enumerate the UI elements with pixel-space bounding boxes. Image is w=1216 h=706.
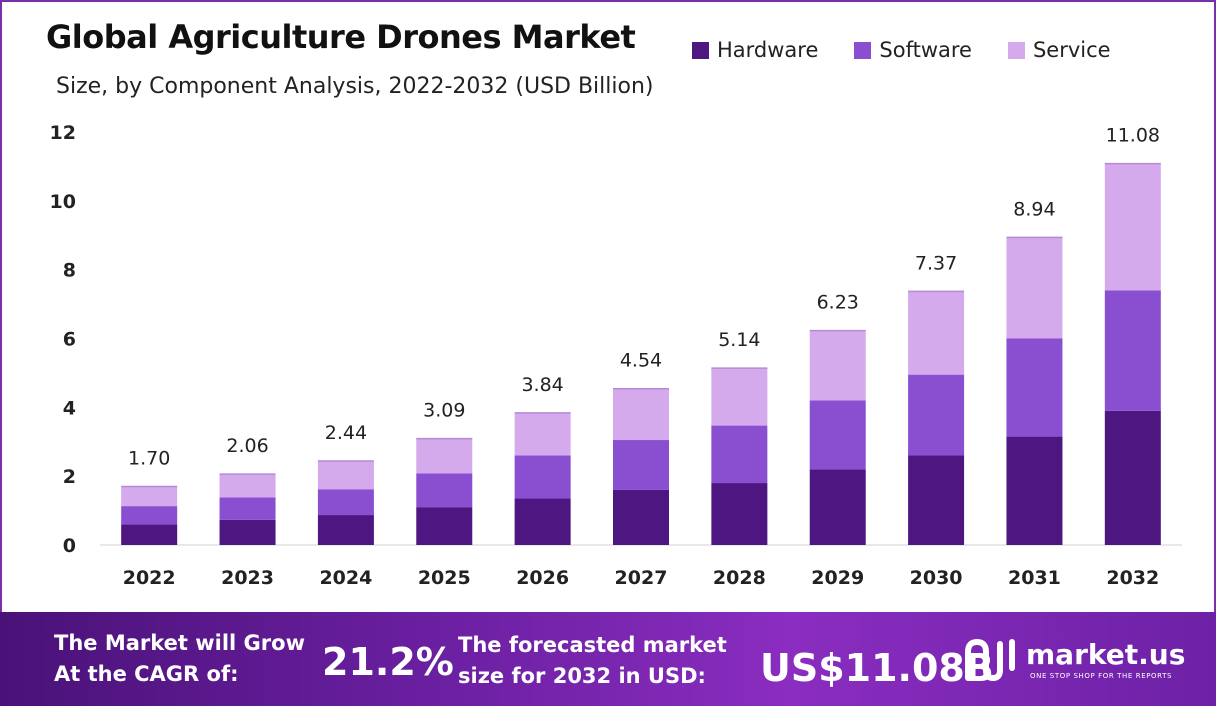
forecast-label: The forecasted market size for 2032 in US… [458,633,727,688]
y-tick-label: 8 [63,260,76,282]
x-tick-label: 2022 [123,567,176,589]
bar-segment-service [317,461,374,490]
brand-name: market.us [1026,638,1186,671]
bar-segment-hardware [1104,410,1161,545]
legend-swatch-software [854,41,872,59]
legend-label-service: Service [1032,38,1111,62]
forecast-value: US$11.08B [760,646,994,690]
cagr-value: 21.2% [322,640,454,684]
x-tick-label: 2026 [516,567,569,589]
bar-segment-software [711,425,768,484]
bar-segment-service [219,474,276,498]
legend-swatch-service [1007,41,1025,59]
bar-segment-service [908,291,965,375]
x-tick-label: 2025 [418,567,471,589]
bar-segment-software [219,497,276,520]
bar-segment-hardware [121,524,178,545]
y-tick-label: 2 [63,466,76,488]
bar-total-label: 3.84 [521,374,563,396]
chart-legend: Hardware Software Service [692,38,1111,62]
bar-segment-software [1006,338,1063,437]
x-tick-label: 2031 [1008,567,1061,589]
bar-segment-software [613,440,669,490]
bar-segment-hardware [908,455,965,545]
bar-segment-hardware [711,483,768,545]
bar-total-label: 6.23 [817,292,859,314]
bar-segment-software [1104,290,1161,411]
x-tick-label: 2024 [319,567,372,589]
bar-segment-software [809,400,866,470]
bar-segment-service [416,438,473,474]
footer-banner: The Market will Grow At the CAGR of: 21.2… [0,612,1216,706]
y-tick-label: 0 [63,535,76,557]
market-us-logo-icon [965,638,1015,682]
x-tick-label: 2027 [615,567,668,589]
bar-segment-software [416,473,473,508]
bar-total-label: 5.14 [718,329,760,351]
y-tick-label: 4 [63,397,76,419]
legend-item-hardware: Hardware [692,38,818,62]
cagr-label: The Market will Grow At the CAGR of: [54,631,305,686]
y-tick-label: 10 [50,191,76,213]
bar-segment-service [514,412,571,456]
legend-item-software: Software [854,38,972,62]
bar-segment-software [317,489,374,516]
legend-label-software: Software [879,38,972,62]
bar-total-label: 2.06 [226,435,268,457]
bar-segment-hardware [514,498,571,545]
bar-segment-software [908,374,965,456]
y-tick-label: 6 [63,329,76,351]
bar-total-label: 7.37 [915,252,957,274]
bar-segment-software [514,455,571,499]
bar-segment-service [1104,163,1161,291]
x-tick-label: 2030 [910,567,963,589]
bar-total-label: 3.09 [423,400,465,422]
x-tick-label: 2032 [1106,567,1159,589]
bar-segment-hardware [416,507,473,545]
bar-segment-service [809,330,866,401]
bar-segment-hardware [317,515,374,545]
bar-total-label: 2.44 [325,422,367,444]
x-tick-label: 2028 [713,567,766,589]
x-tick-label: 2023 [221,567,274,589]
bar-total-label: 8.94 [1013,198,1055,220]
bar-segment-service [711,368,768,426]
y-tick-label: 12 [50,122,76,144]
legend-swatch-hardware [692,41,709,59]
bar-segment-service [1006,237,1063,339]
stacked-bar-chart: 0 2 4 6 8 10 12 1.70 2022 2.06 2023 2.44 2024 3.09 202… [50,122,1182,589]
legend-label-hardware: Hardware [717,38,819,62]
bar-segment-hardware [809,469,866,545]
brand-tagline: ONE STOP SHOP FOR THE REPORTS [1030,672,1173,680]
bar-segment-service [613,388,669,441]
bar-segment-hardware [1006,436,1063,545]
x-tick-label: 2029 [811,567,864,589]
bar-total-label: 4.54 [620,350,662,372]
chart-subtitle: Size, by Component Analysis, 2022-2032 (… [56,74,654,99]
bar-segment-hardware [219,519,276,545]
chart-title: Global Agriculture Drones Market [46,18,636,56]
bar-segment-service [121,486,178,507]
bar-total-label: 1.70 [128,447,170,469]
legend-item-service: Service [1007,38,1111,62]
bar-segment-software [121,506,178,525]
bar-segment-hardware [613,489,669,545]
bar-total-label: 11.08 [1106,125,1160,147]
